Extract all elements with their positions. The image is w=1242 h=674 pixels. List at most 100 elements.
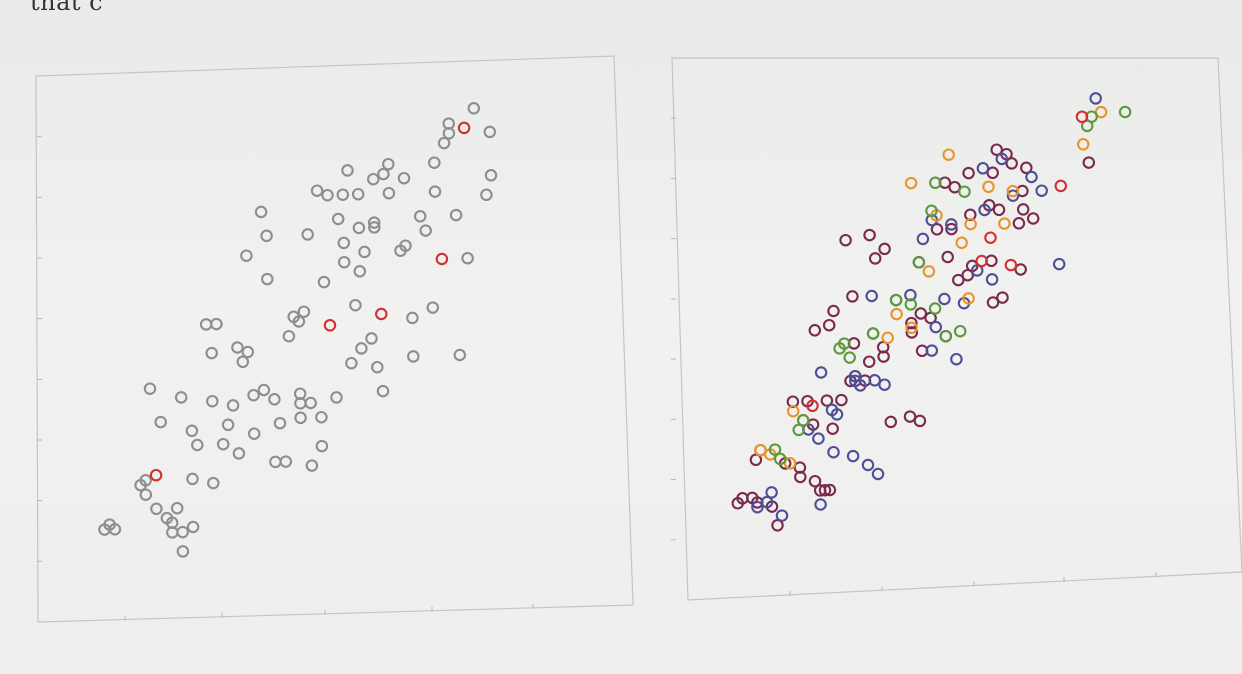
data-point [868, 374, 881, 387]
data-point [1082, 156, 1096, 169]
data-point [814, 366, 828, 379]
data-point [749, 453, 763, 467]
data-point [191, 438, 204, 452]
data-point [903, 410, 917, 423]
data-point [186, 520, 200, 534]
data-point [905, 316, 918, 330]
data-point [351, 187, 365, 201]
plot-frame [671, 57, 1242, 601]
data-point [905, 321, 918, 335]
data-point [206, 394, 219, 408]
data-point [833, 342, 846, 355]
data-point [437, 136, 451, 150]
data-point [861, 458, 875, 472]
data-point [337, 236, 351, 250]
data-point [236, 355, 250, 369]
data-point [297, 305, 311, 318]
data-point [929, 320, 943, 334]
data-point [323, 319, 337, 332]
data-point [226, 399, 240, 412]
data-point [428, 156, 441, 169]
data-point [352, 221, 366, 235]
data-point [397, 171, 411, 185]
data-point [945, 218, 958, 231]
data-point [863, 228, 876, 242]
data-point [232, 447, 246, 460]
data-point [353, 265, 367, 278]
plot-frame [35, 55, 634, 623]
data-point [442, 127, 456, 140]
data-point [1118, 105, 1132, 119]
data-point [881, 331, 894, 345]
data-point [341, 164, 354, 177]
data-point [143, 382, 157, 395]
data-point [205, 346, 218, 360]
data-point [904, 298, 918, 311]
data-point [916, 232, 930, 246]
data-point [336, 188, 350, 201]
data-point [835, 393, 848, 407]
data-point [808, 474, 822, 488]
data-point [827, 445, 840, 459]
data-point [938, 292, 951, 306]
data-point [775, 509, 789, 522]
data-point [992, 203, 1006, 217]
data-point [176, 545, 190, 558]
data-point [254, 205, 268, 219]
data-point [1089, 92, 1102, 105]
data-point [846, 290, 859, 303]
data-point [358, 245, 371, 259]
data-point [985, 273, 999, 286]
data-point [207, 476, 220, 490]
data-point [1004, 258, 1018, 272]
data-point [375, 307, 388, 321]
data-point [406, 311, 419, 325]
right-scatter-plot [671, 57, 1242, 601]
data-point [139, 488, 153, 501]
data-point [304, 396, 317, 410]
data-point [928, 302, 942, 315]
data-point [315, 439, 329, 453]
data-point [1025, 170, 1038, 184]
data-point [839, 233, 852, 247]
data-point [945, 222, 958, 236]
data-point [428, 185, 442, 198]
data-point [792, 423, 805, 437]
data-point [826, 422, 839, 435]
data-point [483, 125, 497, 139]
data-point [998, 217, 1011, 230]
data-point [413, 210, 427, 223]
data-point [806, 399, 819, 413]
data-point [367, 172, 380, 186]
data-point [827, 304, 840, 318]
data-point [186, 472, 199, 486]
data-point [1006, 189, 1020, 202]
data-point [321, 188, 334, 202]
data-point [976, 162, 990, 175]
data-point [149, 468, 163, 482]
data-point [978, 203, 991, 217]
data-point [260, 229, 273, 243]
data-point [783, 457, 797, 470]
data-point [453, 348, 467, 362]
data-point [814, 498, 827, 511]
data-point [823, 483, 837, 497]
data-point [330, 391, 343, 404]
data-point [990, 143, 1003, 156]
data-point [461, 251, 474, 265]
data-point [269, 455, 282, 469]
page-text-fragment: that c [30, 0, 104, 16]
data-point [139, 474, 152, 487]
data-point [884, 415, 898, 429]
data-point [210, 317, 223, 331]
data-point [958, 185, 971, 198]
data-point [771, 519, 784, 532]
data-point [846, 449, 860, 463]
data-point [925, 344, 939, 357]
data-point [382, 157, 395, 171]
data-point [1014, 263, 1027, 276]
data-point [480, 188, 493, 202]
data-point [368, 221, 381, 234]
data-point [349, 298, 362, 312]
data-point [407, 350, 420, 363]
